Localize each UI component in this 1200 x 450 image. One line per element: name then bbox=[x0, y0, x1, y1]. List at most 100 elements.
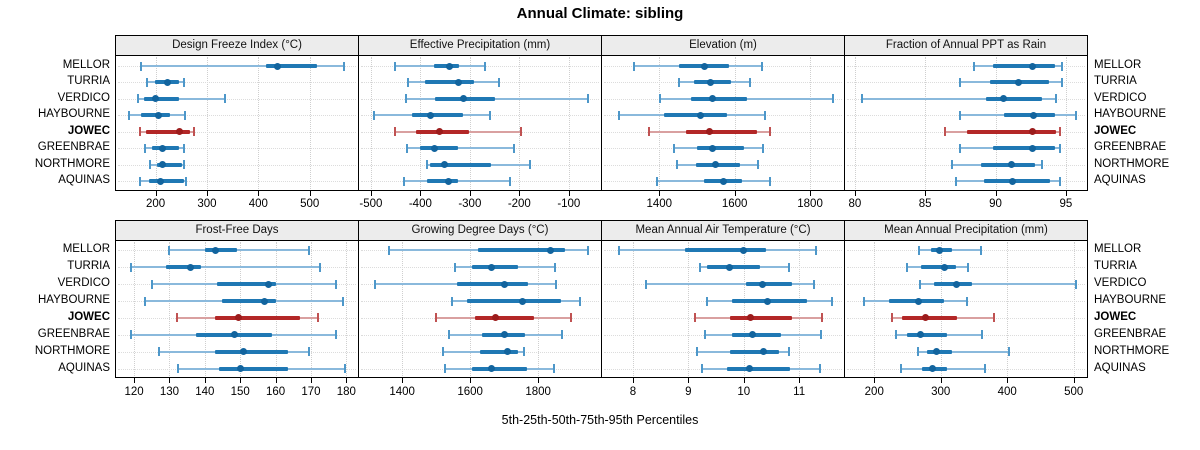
axis-tick-label: 170 bbox=[301, 386, 321, 398]
gridline bbox=[633, 242, 634, 376]
axis-tick-label: 400 bbox=[997, 386, 1017, 398]
axis-tick-label: 300 bbox=[931, 386, 951, 398]
iqr-bar-25-75 bbox=[992, 64, 1055, 68]
iqr-bar-25-75 bbox=[920, 265, 957, 270]
whisker-end-5 bbox=[143, 143, 146, 153]
axis-tick-label: 200 bbox=[145, 198, 166, 210]
axis-tick-label: 95 bbox=[1059, 198, 1073, 210]
whisker-end-5 bbox=[150, 279, 153, 289]
axis-tick bbox=[240, 378, 242, 383]
iqr-bar-25-75 bbox=[420, 146, 459, 151]
median-dot bbox=[748, 331, 756, 339]
axis-tick bbox=[940, 378, 942, 383]
median-dot bbox=[740, 246, 748, 254]
iqr-bar-25-75 bbox=[215, 315, 301, 320]
whisker-end-95 bbox=[341, 296, 344, 306]
whisker-end-95 bbox=[308, 347, 311, 357]
median-dot bbox=[707, 78, 715, 86]
axis-tick-label: 400 bbox=[248, 198, 268, 210]
whisker-end-95 bbox=[1059, 127, 1062, 137]
median-dot bbox=[501, 331, 509, 339]
axis-tick bbox=[1073, 378, 1075, 383]
axis-tick-label: 200 bbox=[864, 386, 884, 398]
whisker-end-5 bbox=[404, 94, 407, 104]
whisker-end-5 bbox=[129, 330, 132, 340]
iqr-bar-25-75 bbox=[985, 96, 1042, 101]
whisker-end-5 bbox=[699, 262, 702, 272]
whisker-end-5 bbox=[959, 110, 962, 120]
iqr-bar-25-75 bbox=[1003, 113, 1055, 118]
site-label-left: VERDICO bbox=[57, 91, 110, 104]
range-line-5-95 bbox=[645, 283, 815, 286]
axis-tick-label: 130 bbox=[159, 386, 180, 398]
whisker-end-95 bbox=[788, 347, 791, 357]
iqr-bar-25-75 bbox=[992, 146, 1055, 151]
median-dot bbox=[445, 177, 453, 185]
range-line-5-95 bbox=[169, 249, 310, 252]
axis-tick-label: 1800 bbox=[797, 198, 823, 210]
whisker-end-95 bbox=[554, 279, 557, 289]
whisker-end-5 bbox=[146, 77, 149, 87]
gridline bbox=[134, 242, 136, 376]
site-label-right: AQUINAS bbox=[1094, 361, 1146, 374]
row-guide bbox=[118, 131, 356, 133]
whisker-end-5 bbox=[943, 127, 946, 137]
panel-strip-title: Effective Precipitation (mm) bbox=[358, 35, 602, 55]
axis-tick-label: 8 bbox=[629, 386, 637, 398]
whisker-end-5 bbox=[443, 364, 446, 374]
whisker-end-95 bbox=[1007, 347, 1010, 357]
whisker-end-5 bbox=[139, 127, 142, 137]
whisker-end-95 bbox=[966, 262, 969, 272]
whisker-end-5 bbox=[617, 110, 620, 120]
whisker-end-95 bbox=[308, 245, 311, 255]
gridline bbox=[874, 242, 876, 376]
axis-tick bbox=[134, 378, 136, 383]
site-label-right: VERDICO bbox=[1094, 277, 1147, 290]
median-dot bbox=[152, 95, 160, 103]
iqr-bar-25-75 bbox=[218, 366, 288, 371]
median-dot bbox=[1028, 128, 1036, 136]
whisker-end-5 bbox=[644, 279, 647, 289]
whisker-end-95 bbox=[560, 330, 563, 340]
axis-tick-label: 150 bbox=[230, 386, 250, 398]
iqr-bar-25-75 bbox=[732, 332, 781, 337]
axis-tick bbox=[346, 378, 348, 383]
axis-tick bbox=[925, 191, 927, 196]
iqr-bar-25-75 bbox=[697, 146, 744, 151]
median-dot bbox=[488, 263, 496, 271]
median-dot bbox=[488, 365, 496, 373]
row-guide bbox=[118, 181, 356, 183]
figure-title: Annual Climate: sibling bbox=[516, 5, 684, 22]
gridline bbox=[925, 57, 927, 189]
whisker-end-95 bbox=[334, 330, 337, 340]
iqr-bar-25-75 bbox=[146, 129, 191, 134]
gridline bbox=[688, 242, 690, 376]
site-label-right: VERDICO bbox=[1094, 91, 1147, 104]
axis-tick bbox=[1007, 378, 1009, 383]
median-dot bbox=[1008, 177, 1016, 185]
median-dot bbox=[711, 161, 719, 169]
whisker-end-5 bbox=[862, 296, 865, 306]
iqr-bar-25-75 bbox=[685, 248, 767, 253]
whisker-end-5 bbox=[387, 245, 390, 255]
axis-tick-label: 1600 bbox=[721, 198, 748, 210]
gridline bbox=[309, 57, 311, 189]
site-label-left: TURRIA bbox=[67, 260, 110, 273]
whisker-end-5 bbox=[447, 330, 450, 340]
median-dot bbox=[261, 297, 269, 305]
median-dot bbox=[1007, 161, 1015, 169]
panel-strip-title: Elevation (m) bbox=[601, 35, 845, 55]
whisker-end-5 bbox=[168, 245, 171, 255]
gridline bbox=[734, 57, 736, 189]
iqr-bar-25-75 bbox=[901, 315, 958, 320]
iqr-bar-25-75 bbox=[165, 265, 202, 270]
site-label-right: GREENBRAE bbox=[1094, 327, 1167, 340]
site-label-left: AQUINAS bbox=[58, 361, 110, 374]
whisker-end-5 bbox=[435, 313, 438, 323]
site-label-right: HAYBOURNE bbox=[1094, 108, 1166, 121]
median-dot bbox=[697, 111, 705, 119]
iqr-bar-25-75 bbox=[690, 96, 748, 101]
axis-tick-label: 1600 bbox=[457, 386, 483, 398]
axis-tick-label: 160 bbox=[265, 386, 286, 398]
gridline bbox=[799, 242, 801, 376]
